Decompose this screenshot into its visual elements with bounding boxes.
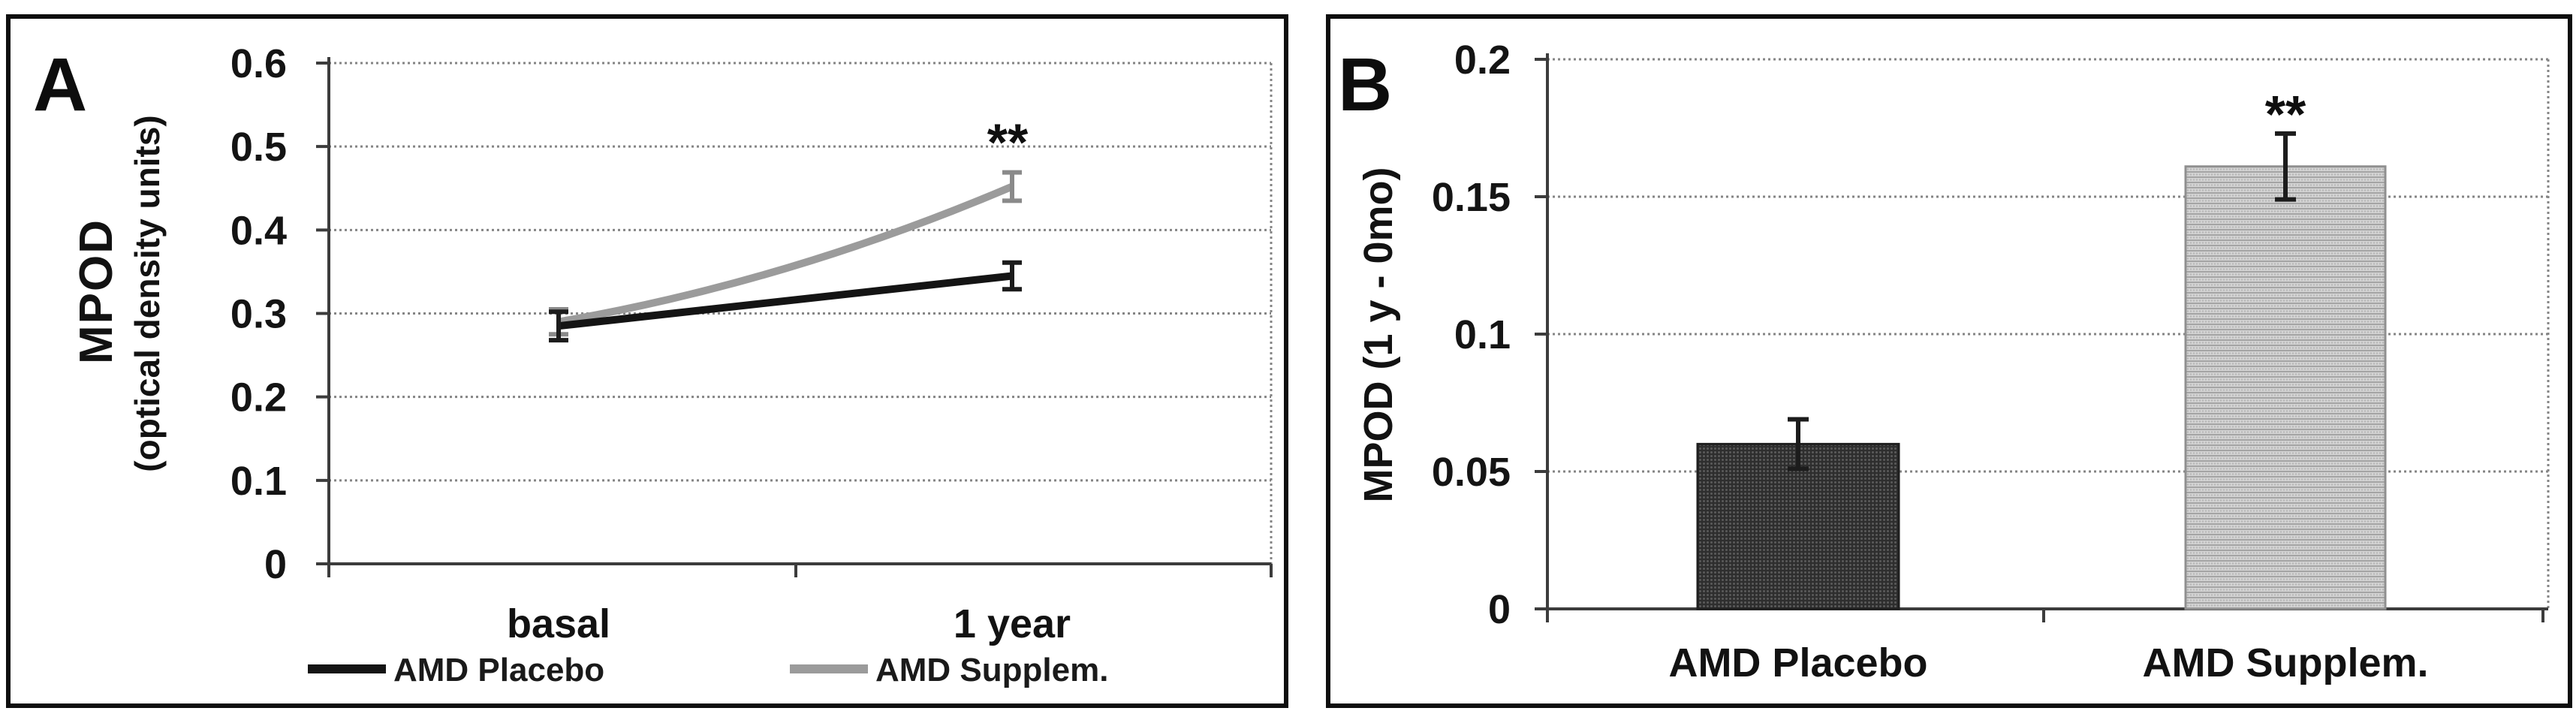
y-tick-label: 0.1 (230, 459, 287, 504)
legend-label: AMD Supplem. (875, 652, 1108, 688)
significance-annotation: ** (2265, 85, 2306, 143)
legend-entry: AMD Placebo (308, 652, 604, 688)
bar-chart: 0 0.05 0.1 0.15 0.2 AMD Placebo AMD Supplem. ** (1432, 38, 2550, 685)
significance-annotation: ** (987, 113, 1029, 172)
series-line-supplement (558, 182, 1014, 326)
panel-b-letter: B (1338, 43, 1393, 127)
y-tick-label: 0.2 (1454, 38, 1511, 83)
legend-entry: AMD Supplem. (790, 652, 1108, 688)
error-bar (1002, 170, 1022, 203)
x-category-label: 1 year (954, 601, 1071, 646)
error-bar (2275, 131, 2296, 202)
y-tick-label: 0 (1488, 587, 1511, 632)
error-bar (1002, 260, 1022, 292)
panel-a: A MPOD (optical density units) 0 0.1 0.2 0.… (6, 14, 1288, 708)
y-tick-label: 0.5 (230, 125, 287, 170)
y-tick-label: 0.1 (1454, 312, 1511, 357)
y-tick-label: 0 (264, 542, 287, 587)
error-bar (549, 309, 568, 343)
line-chart: 0 0.1 0.2 0.3 0.4 0.5 0.6 basal 1 year ** AMD Plac… (230, 41, 1273, 688)
y-tick-label: 0.05 (1432, 450, 1511, 495)
x-category-label: AMD Placebo (1668, 640, 1927, 685)
y-tick-label: 0.15 (1432, 175, 1511, 220)
error-bar (1788, 417, 1809, 471)
series-line-placebo (558, 272, 1013, 330)
y-tick-label: 0.2 (230, 375, 287, 420)
x-category-label: AMD Supplem. (2142, 640, 2428, 685)
x-category-label: basal (507, 601, 610, 646)
y-tick-label: 0.6 (230, 41, 287, 86)
bar-placebo (1696, 442, 1900, 610)
panel-b: B MPOD (1 y - 0mo) 0 0.05 0.1 0.15 0.2 AMD Pl… (1326, 14, 2572, 708)
y-tick-label: 0.4 (230, 208, 287, 253)
legend-label: AMD Placebo (393, 652, 604, 688)
y-tick-label: 0.3 (230, 292, 287, 337)
panel-a-letter: A (33, 43, 88, 127)
bar-supplement (2184, 165, 2387, 610)
